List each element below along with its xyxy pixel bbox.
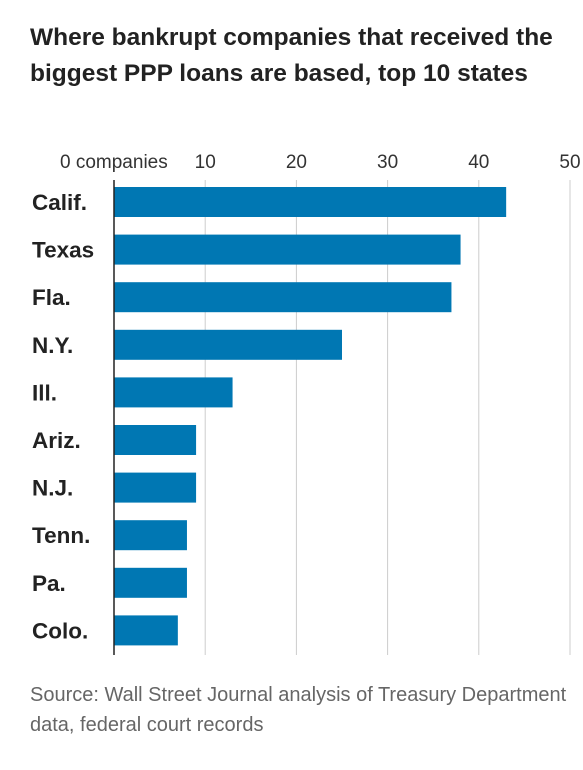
bar-pa [114, 567, 187, 598]
x-axis-ticks: 0 companies 10 20 30 40 50 [60, 152, 581, 173]
x-tick-label: 30 [377, 152, 398, 173]
category-label: Fla. [32, 285, 71, 310]
bar-ny [114, 329, 342, 360]
chart-title: Where bankrupt companies that received t… [30, 24, 553, 87]
category-label: Pa. [32, 571, 66, 596]
bar-chart: 0 companies 10 20 30 40 50 Calif. Texas Fla. N.Y… [32, 152, 581, 655]
x-tick-label: 40 [468, 152, 489, 173]
category-label: Calif. [32, 190, 87, 215]
x-tick-label: 20 [286, 152, 307, 173]
category-label: Ill. [32, 380, 57, 405]
category-label: N.Y. [32, 333, 73, 358]
bar-nj [114, 472, 197, 503]
bar-calif [114, 187, 507, 217]
x-tick-label: 0 companies [60, 152, 168, 173]
category-labels: Calif. Texas Fla. N.Y. Ill. Ariz. N.J. Tenn. Pa.… [32, 190, 94, 643]
bar-ariz [114, 425, 197, 455]
category-label: Tenn. [32, 523, 90, 548]
x-tick-label: 50 [559, 152, 580, 173]
bar-tenn [114, 520, 187, 551]
bar-fla [114, 282, 452, 313]
bars [114, 187, 507, 646]
bar-texas [114, 234, 461, 265]
category-label: Ariz. [32, 428, 81, 453]
source-note: Source: Wall Street Journal analysis of … [30, 684, 567, 736]
category-label: Colo. [32, 618, 88, 643]
category-label: N.J. [32, 476, 73, 501]
bar-colo [114, 615, 178, 646]
x-tick-label: 10 [195, 152, 216, 173]
category-label: Texas [32, 238, 94, 263]
bar-ill [114, 377, 233, 408]
